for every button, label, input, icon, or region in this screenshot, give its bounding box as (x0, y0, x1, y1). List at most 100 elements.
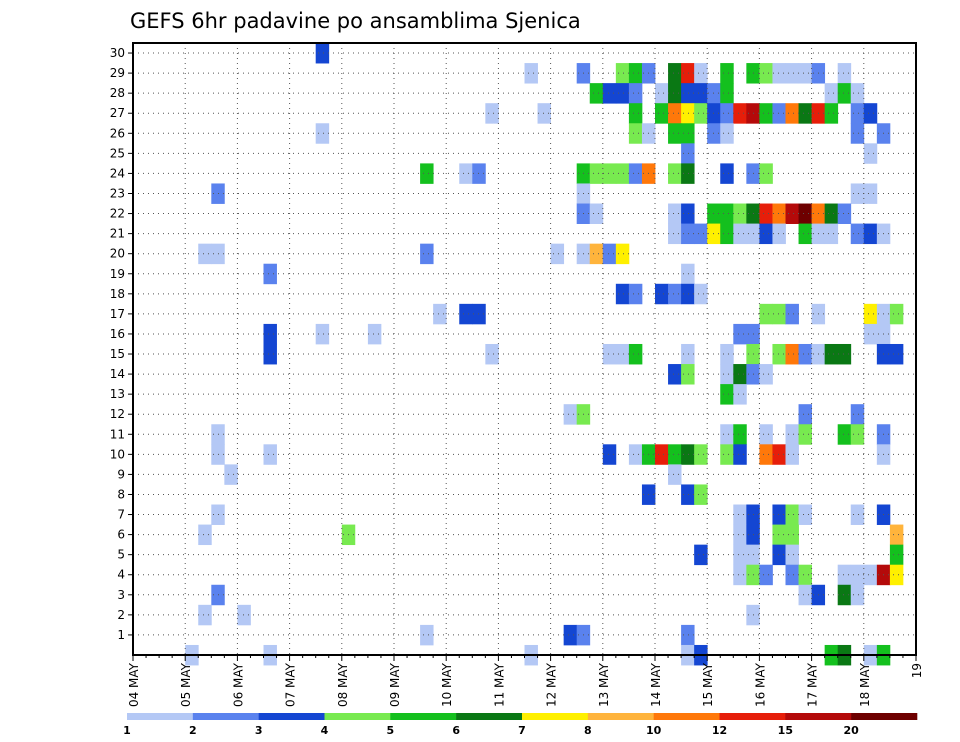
heatmap-cell (785, 564, 799, 586)
heatmap-cell (694, 223, 708, 245)
heatmap-cell (785, 303, 799, 325)
heatmap-cell (837, 203, 852, 224)
heatmap-cell (733, 504, 747, 525)
y-tick-label: 30 (110, 46, 125, 60)
chart-title: GEFS 6hr padavine po ansamblima Sjenica (130, 9, 581, 33)
heatmap-cell (837, 584, 852, 606)
colorbar-label: 8 (584, 724, 592, 737)
heatmap-cell (889, 544, 904, 566)
heatmap-cell (694, 544, 708, 566)
x-tick-label: 12 MAY (545, 662, 559, 707)
heatmap-cell (681, 343, 695, 365)
heatmap-cell (550, 243, 565, 265)
heatmap-cell (668, 103, 682, 124)
y-tick-label: 3 (117, 588, 125, 602)
heatmap-cell (668, 364, 682, 385)
heatmap-cell (759, 364, 773, 385)
heatmap-cell (798, 103, 812, 124)
heatmap-cell (602, 163, 617, 184)
y-tick-label: 15 (110, 347, 125, 361)
x-tick-label: 18 MAY (858, 662, 872, 707)
heatmap-cell (733, 424, 747, 445)
y-tick-label: 20 (110, 247, 125, 261)
heatmap-cell (850, 584, 865, 606)
y-tick-label: 7 (117, 508, 125, 522)
heatmap-cell (628, 444, 643, 465)
heatmap-cell (628, 163, 643, 184)
heatmap-cell (681, 203, 695, 224)
heatmap-cell (863, 143, 878, 164)
x-tick-label: 05 MAY (179, 662, 193, 707)
heatmap-cell (694, 283, 708, 305)
heatmap-cell (681, 364, 695, 385)
heatmap-cell (224, 464, 238, 485)
heatmap-cell (472, 303, 486, 325)
grid-lines (133, 43, 916, 655)
heatmap-cell (850, 404, 865, 425)
colorbar-label: 2 (189, 724, 197, 737)
colorbar-swatch (851, 713, 918, 720)
y-tick-label: 26 (110, 126, 125, 140)
heatmap-cell (263, 263, 277, 285)
x-axis: 04 MAY 05 MAY 06 MAY 07 MAY 08 MAY 09 MAY 10 M… (127, 655, 924, 707)
heatmap-cell (420, 163, 434, 184)
y-tick-label: 24 (110, 166, 125, 180)
heatmap-cell (720, 223, 734, 245)
heatmap-cell (655, 103, 669, 124)
heatmap-cell (837, 63, 852, 84)
heatmap-cell (589, 163, 604, 184)
heatmap-cell (589, 203, 604, 224)
x-tick-label: 14 MAY (649, 662, 663, 707)
heatmap-cell (824, 203, 839, 224)
heatmap-cell (733, 544, 747, 566)
colorbar-swatch (390, 713, 457, 720)
colorbar-swatch (785, 713, 852, 720)
y-tick-label: 9 (117, 467, 125, 481)
colorbar-swatch (719, 713, 786, 720)
colorbar-label: 20 (844, 724, 860, 737)
heatmap-cell (733, 364, 747, 385)
heatmap-cell (837, 424, 852, 445)
x-tick-label: 07 MAY (284, 662, 298, 707)
heatmap-cell (863, 223, 878, 245)
heatmap-cell (889, 343, 904, 365)
heatmap-cell (628, 283, 643, 305)
heatmap-cell (850, 223, 865, 245)
heatmap-cell (772, 444, 786, 465)
colorbar-label: 3 (255, 724, 263, 737)
heatmap-cell (589, 83, 604, 104)
heatmap-cell (198, 243, 212, 265)
heatmap-cell (759, 444, 773, 465)
heatmap-cell (668, 283, 682, 305)
x-tick-label: 06 MAY (231, 662, 245, 707)
y-tick-label: 28 (110, 86, 125, 100)
heatmap-cell (615, 83, 630, 104)
heatmap-cell (798, 404, 812, 425)
heatmap-cell (850, 123, 865, 144)
heatmap-cell (720, 364, 734, 385)
heatmap-cell (772, 203, 786, 224)
heatmap-cell (785, 504, 799, 525)
heatmap-cell (720, 63, 734, 84)
heatmap-cell (720, 343, 734, 365)
heatmap-cell (198, 524, 212, 546)
x-tick-label: 16 MAY (753, 662, 767, 707)
colorbar-label: 15 (778, 724, 793, 737)
heatmap-cell (263, 323, 277, 345)
heatmap-cell (850, 103, 865, 124)
heatmap-cell (681, 83, 695, 104)
heatmap-cell (615, 243, 630, 265)
heatmap-cell (668, 123, 682, 144)
heatmap-cell (433, 303, 447, 325)
y-tick-label: 14 (110, 367, 125, 381)
heatmap-cell (863, 183, 878, 204)
y-tick-label: 17 (110, 307, 125, 321)
y-tick-label: 25 (110, 146, 125, 160)
heatmap-cell (798, 504, 812, 525)
heatmap-cell (694, 484, 708, 505)
y-tick-label: 5 (117, 548, 125, 562)
x-tick-label: 10 MAY (440, 662, 454, 707)
heatmap-cell (628, 103, 643, 124)
heatmap-cell (759, 564, 773, 586)
